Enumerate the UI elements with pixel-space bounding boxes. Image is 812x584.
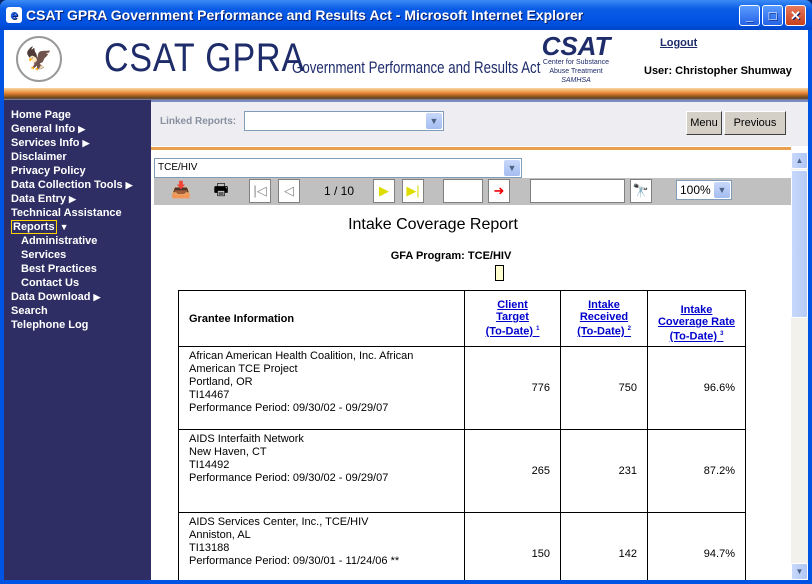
previous-page-button[interactable]: ◁ [278,179,300,203]
sidebar-item-administrative[interactable]: Administrative [21,235,98,247]
linked-reports-select[interactable]: ▼ [244,111,444,131]
sidebar-item-best-practices[interactable]: Best Practices [21,263,97,275]
sidebar-item-data-entry[interactable]: Data Entry ▶ [11,193,76,205]
table-row: African American Health Coalition, Inc. … [178,346,746,430]
coverage-rate: 94.7% [647,512,746,580]
site-header: 🦅 CSAT GPRA Government Performance and R… [4,30,808,88]
page-indicator: 1 / 10 [324,184,355,198]
col-coverage-rate[interactable]: Intake Coverage Rate (To-Date) 3 [647,290,746,347]
binoculars-icon[interactable]: 🔭 [630,179,652,203]
user-label: User: Christopher Shumway [644,65,792,77]
scroll-thumb[interactable] [791,170,808,318]
col-grantee-info: Grantee Information [178,290,465,347]
chevron-down-icon[interactable]: ▼ [426,113,442,129]
vertical-scrollbar[interactable]: ▲ ▼ [791,152,808,580]
previous-button[interactable]: Previous [724,111,786,135]
sidebar-item-general-info[interactable]: General Info ▶ [11,123,86,135]
coverage-rate: 96.6% [647,346,746,430]
sidebar-item-reports[interactable]: Reports ▼ [11,220,69,234]
brand-subtitle: Government Performance and Results Act [292,58,541,77]
col-client-target[interactable]: Client Target (To-Date) 1 [464,290,561,347]
scroll-down-button[interactable]: ▼ [791,563,808,580]
arrow-icon: ▼ [59,222,69,232]
scroll-up-button[interactable]: ▲ [791,152,808,169]
window-title: CSAT GPRA Government Performance and Res… [26,7,584,23]
report-table: Grantee Information Client Target (To-Date… [178,290,746,580]
report-select[interactable]: TCE/HIV ▼ [154,158,522,178]
sidebar-item-technical-assistance[interactable]: Technical Assistance [11,207,122,219]
sidebar-item-data-collection-tools[interactable]: Data Collection Tools ▶ [11,179,133,191]
client-target: 265 [464,429,561,513]
print-icon[interactable]: 🖶 [213,182,229,199]
next-page-button[interactable]: ▶ [373,179,395,203]
col-intake-received[interactable]: Intake Received (To-Date) 2 [560,290,648,347]
arrow-icon: ▶ [125,180,133,190]
coverage-rate: 87.2% [647,429,746,513]
menu-button[interactable]: Menu [686,111,722,135]
grantee-info: African American Health Coalition, Inc. … [178,346,465,430]
export-icon[interactable]: 📥 [171,182,191,199]
arrow-icon: ▶ [78,124,86,134]
search-input[interactable] [530,179,625,203]
last-page-button[interactable]: ▶| [402,179,424,203]
client-target: 776 [464,346,561,430]
grantee-info: AIDS Interfaith Network New Haven, CT TI14… [178,429,465,513]
table-header-row: Grantee Information Client Target (To-Date… [178,290,746,347]
arrow-icon: ▶ [82,138,90,148]
minimize-button[interactable]: _ [739,5,760,26]
intake-received: 231 [560,429,648,513]
sidebar-nav: Home Page General Info ▶ Services Info ▶ Disc… [4,100,151,580]
intake-received: 750 [560,346,648,430]
chevron-down-icon[interactable]: ▼ [504,160,520,176]
header-stripes [4,88,808,100]
grantee-info: AIDS Services Center, Inc., TCE/HIV Annis… [178,512,465,580]
sidebar-item-search[interactable]: Search [11,305,48,317]
page: 🦅 CSAT GPRA Government Performance and R… [4,30,808,580]
linked-reports-bar: Linked Reports: ▼ Menu Previous [151,100,808,146]
close-button[interactable]: ✕ [785,5,806,26]
first-page-button[interactable]: |◁ [249,179,271,203]
table-row: AIDS Interfaith Network New Haven, CT TI14… [178,429,746,513]
report-title: Intake Coverage Report [348,216,518,233]
brand-title: CSAT GPRA [104,36,305,80]
sidebar-item-disclaimer[interactable]: Disclaimer [11,151,67,163]
logout-link[interactable]: Logout [660,37,698,49]
zoom-select[interactable]: 100% ▼ [676,180,732,200]
arrow-icon: ▶ [93,292,101,302]
hhs-eagle-logo: 🦅 [16,36,62,82]
maximize-button[interactable]: □ [762,5,783,26]
main-content: Linked Reports: ▼ Menu Previous TCE/HIV … [151,100,808,580]
sidebar-item-data-download[interactable]: Data Download ▶ [11,291,101,303]
report-viewer: TCE/HIV ▼ 📥 🖶 |◁ ◁ 1 / 10 ▶ ▶| ➜ 🔭 [151,152,791,580]
title-bar: e CSAT GPRA Government Performance and R… [0,0,812,30]
sidebar-item-services-info[interactable]: Services Info ▶ [11,137,90,149]
sidebar-item-telephone-log[interactable]: Telephone Log [11,319,89,331]
report-marker [495,265,504,281]
sidebar-item-contact-us[interactable]: Contact Us [21,277,80,289]
divider [151,147,791,150]
arrow-icon: ▶ [69,194,76,204]
ie-icon: e [6,7,22,23]
chevron-down-icon[interactable]: ▼ [714,182,730,198]
sidebar-item-services[interactable]: Services [21,249,67,261]
client-target: 150 [464,512,561,580]
csat-logo: CSAT Center for Substance Abuse Treatmen… [541,31,611,84]
gfa-program: GFA Program: TCE/HIV [390,250,512,262]
goto-page-icon[interactable]: ➜ [488,179,510,203]
sidebar-item-privacy-policy[interactable]: Privacy Policy [11,165,86,177]
viewer-toolbar: 📥 🖶 |◁ ◁ 1 / 10 ▶ ▶| ➜ 🔭 100% ▼ [154,178,791,205]
goto-page-input[interactable] [443,179,483,203]
table-row: AIDS Services Center, Inc., TCE/HIV Annis… [178,512,746,580]
intake-received: 142 [560,512,648,580]
linked-reports-label: Linked Reports: [160,116,237,127]
sidebar-item-home-page[interactable]: Home Page [11,109,71,121]
